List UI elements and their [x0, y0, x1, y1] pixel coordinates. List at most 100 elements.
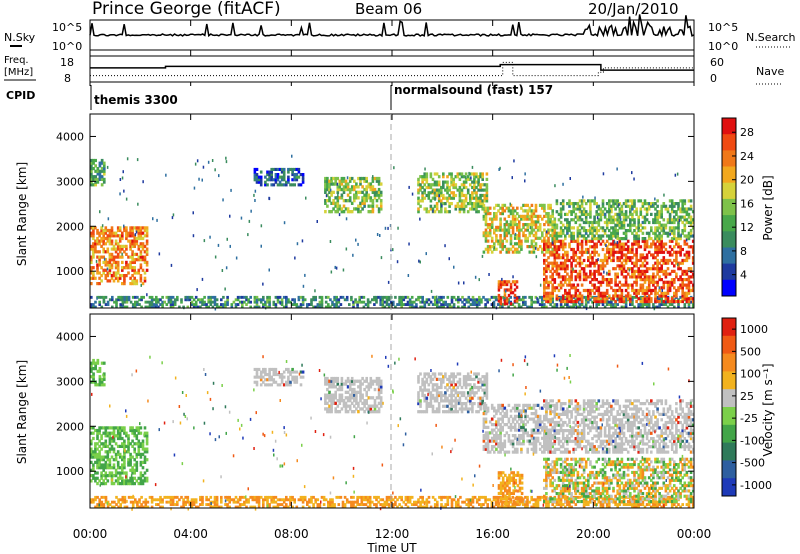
echo-cell — [496, 505, 500, 509]
echo-cell — [446, 295, 450, 299]
echo-cell — [685, 210, 689, 214]
echo-cell — [253, 178, 257, 182]
echo-cell — [90, 268, 93, 272]
echo-cell — [94, 158, 97, 163]
echo-cell — [482, 217, 486, 221]
echo-cell — [294, 256, 296, 260]
echo-cell — [668, 199, 672, 203]
echo-cell — [479, 193, 482, 198]
echo-cell — [276, 498, 280, 502]
echo-cell — [419, 199, 422, 203]
echo-cell — [108, 471, 112, 475]
echo-cell — [564, 275, 567, 279]
echo-cell — [691, 275, 695, 279]
echo-cell — [398, 303, 401, 306]
echo-cell — [169, 495, 173, 499]
echo-cell — [361, 176, 364, 181]
echo-cell — [578, 305, 582, 309]
echo-cell — [670, 204, 674, 208]
echo-cell — [116, 252, 120, 256]
echo-cell — [137, 255, 141, 259]
echo-cell — [618, 286, 622, 290]
echo-cell — [528, 231, 532, 235]
echo-cell — [129, 234, 132, 238]
echo-cell — [127, 255, 130, 259]
echo-cell — [458, 193, 462, 198]
echo-cell — [582, 295, 586, 299]
echo-cell — [647, 204, 651, 208]
echo-cell — [475, 298, 479, 302]
echo-cell — [605, 220, 609, 225]
echo-cell — [462, 183, 466, 187]
echo-cell — [633, 305, 636, 309]
echo-cell — [666, 286, 670, 290]
echo-cell — [570, 283, 573, 287]
echo-cell — [652, 231, 655, 235]
echo-cell — [545, 247, 548, 251]
echo-cell — [433, 172, 437, 176]
echo-cell — [123, 224, 125, 228]
echo-cell — [666, 267, 670, 271]
echo-cell — [146, 505, 150, 509]
echo-cell — [691, 283, 695, 287]
echo-cell — [557, 247, 561, 252]
echo-cell — [193, 186, 196, 190]
echo-cell — [507, 223, 511, 227]
echo-cell — [545, 214, 548, 218]
echo-cell — [116, 428, 120, 433]
echo-cell — [108, 460, 112, 464]
echo-cell — [559, 264, 563, 268]
echo-cell — [141, 231, 145, 235]
echo-cell — [423, 207, 426, 211]
echo-cell — [450, 503, 454, 506]
echo-cell — [118, 474, 122, 478]
echo-cell — [505, 289, 507, 293]
echo-cell — [268, 173, 271, 177]
echo-cell — [131, 260, 134, 264]
echo-cell — [526, 214, 529, 218]
echo-cell — [417, 298, 420, 302]
echo-cell — [201, 495, 204, 499]
echo-cell — [178, 498, 181, 502]
echo-cell — [536, 228, 540, 232]
echo-cell — [484, 217, 488, 221]
echo-cell — [631, 269, 634, 273]
echo-cell — [593, 291, 596, 295]
echo-cell — [377, 196, 381, 200]
echo-cell — [466, 188, 470, 192]
echo-cell — [534, 236, 538, 240]
echo-cell — [484, 220, 488, 224]
echo-cell — [234, 298, 238, 302]
echo-cell — [509, 247, 513, 251]
echo-cell — [664, 204, 668, 208]
echo-cell — [350, 495, 353, 499]
echo-cell — [421, 495, 424, 499]
echo-cell — [238, 503, 242, 506]
echo-cell — [141, 447, 145, 451]
echo-cell — [118, 234, 122, 238]
echo-cell — [608, 256, 611, 260]
echo-cell — [108, 239, 112, 243]
echo-cell — [324, 498, 328, 502]
echo-cell — [477, 188, 480, 192]
echo-cell — [612, 215, 615, 219]
echo-cell — [615, 235, 617, 239]
echo-cell — [614, 283, 617, 287]
echo-cell — [330, 210, 333, 214]
echo-cell — [614, 288, 617, 293]
echo-cell — [597, 272, 601, 276]
echo-cell — [477, 204, 480, 208]
echo-cell — [194, 303, 198, 306]
echo-cell — [110, 471, 114, 475]
echo-cell — [121, 247, 124, 251]
echo-cell — [98, 463, 101, 467]
echo-cell — [614, 272, 617, 276]
echo-cell — [289, 503, 292, 506]
echo-cell — [139, 266, 143, 270]
echo-cell — [336, 196, 340, 200]
echo-cell — [670, 247, 674, 252]
echo-cell — [442, 193, 445, 198]
echo-cell — [339, 303, 343, 306]
echo-cell — [359, 190, 362, 194]
echo-cell — [139, 250, 143, 254]
